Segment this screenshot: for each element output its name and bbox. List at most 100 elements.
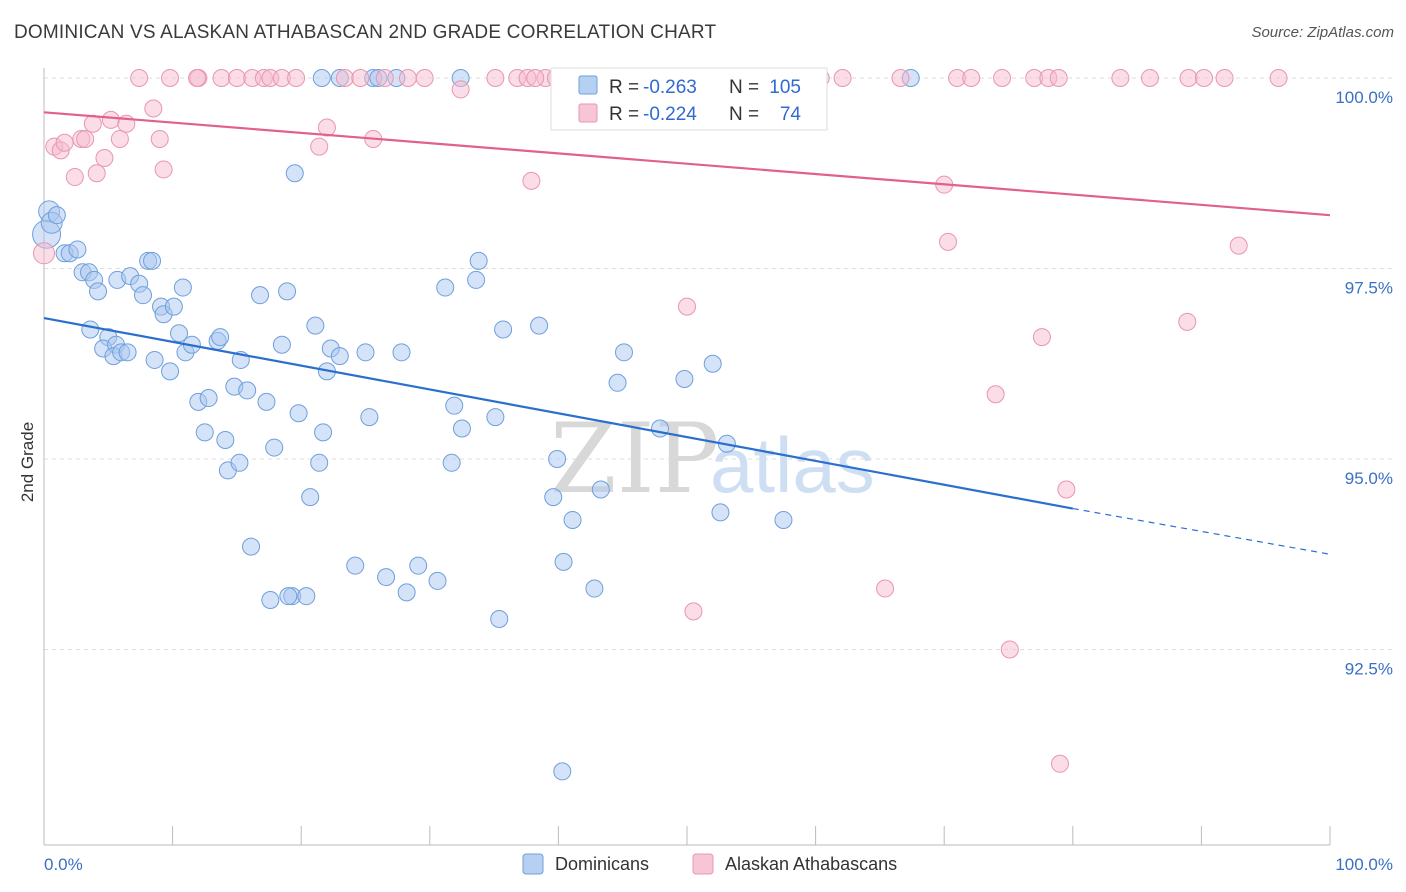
dominican-point-72 [442,453,461,472]
y-tick-label-3: 100.0% [1335,88,1393,107]
alaskan-athabascan-point-6 [76,129,95,148]
dominican-point-92 [703,354,722,373]
bottom-legend-label-alaskan-athabascans: Alaskan Athabascans [725,854,897,874]
alaskan-athabascan-point-19 [317,118,336,137]
dominican-point-89 [614,343,633,362]
alaskan-athabascan-point-29 [939,232,958,251]
dominican-point-28 [164,297,183,316]
alaskan-athabascan-point-69 [1140,69,1159,87]
trendlines [43,111,1331,555]
alaskan-athabascan-point-73 [1269,69,1288,87]
alaskan-athabascan-point-0 [33,242,55,265]
alaskan-athabascan-point-15 [154,160,173,179]
dominican-point-63 [346,556,365,575]
alaskan-athabascan-point-11 [110,129,129,148]
dominican-point-45 [251,286,270,305]
dominican-point-48 [261,590,280,609]
chart-title: DOMINICAN VS ALASKAN ATHABASCAN 2ND GRAD… [14,22,717,43]
bottom-legend-swatch-alaskan-athabascans [692,853,714,875]
axes [43,68,1331,846]
alaskan-athabascan-point-26 [684,602,703,621]
y-tick-label-1: 95.0% [1345,469,1393,488]
dominican-point-55 [297,587,316,606]
dominican-point-85 [563,510,582,529]
alaskan-athabascan-point-64 [993,69,1012,87]
legend-r-value-dominicans: -0.263 [643,77,697,98]
dominican-point-65 [360,408,379,427]
dominican-point-11 [81,320,100,339]
dominican-point-80 [530,316,549,335]
dominican-point-49 [272,335,291,354]
dominican-point-31 [173,278,192,297]
alaskan-athabascan-point-8 [87,164,106,183]
inset-legend: R = -0.263 N = 105 R = -0.224 N = 74 [550,67,828,131]
alaskan-athabascan-point-34 [1050,754,1069,773]
dominican-point-57 [306,316,325,335]
alaskan-athabascan-point-31 [1000,640,1019,659]
alaskan-athabascan-point-70 [1179,69,1198,87]
alaskan-athabascan-point-18 [310,137,329,156]
dominican-point-91 [675,369,694,388]
dominican-point-35 [195,423,214,442]
legend-r-label-alaskan-athabascans: R = [609,104,639,125]
alaskan-athabascan-point-68 [1111,69,1130,87]
alaskan-athabascan-point-25 [678,297,696,316]
y-tick-label-2: 97.5% [1345,279,1393,298]
dominican-point-68 [397,583,416,602]
dominican-point-66 [377,568,396,587]
alaskan-athabascan-point-32 [1032,328,1051,347]
dominican-point-37 [211,328,230,347]
dominican-point-64 [356,343,375,362]
alaskan-athabascan-point-60 [833,69,852,87]
alaskan-athabascans-points [33,69,1288,773]
dominican-point-23 [143,251,162,270]
legend-n-label-alaskan-athabascans: N = [729,104,759,125]
alaskan-athabascan-point-46 [335,69,354,87]
alaskan-athabascan-point-53 [526,69,545,87]
alaskan-athabascan-point-67 [1049,69,1068,87]
dominican-point-52 [279,587,298,606]
alaskan-athabascan-point-35 [1178,312,1197,331]
alaskan-athabascan-point-47 [351,69,370,87]
alaskan-athabascans-trendline [43,111,1331,217]
dominican-point-34 [199,389,218,408]
dominican-point-96 [312,69,331,87]
dominicans-trendline [43,316,1074,510]
alaskan-athabascan-point-30 [986,385,1005,404]
dominican-point-24 [145,350,164,369]
y-axis-title: 2nd Grade [18,422,37,502]
dominican-point-3 [47,206,66,225]
alaskan-athabascan-point-40 [227,69,246,87]
x-tick-label-1: 100.0% [1335,855,1393,874]
bottom-legend-swatch-dominicans [522,853,544,875]
legend-n-value-alaskan-athabascans: 74 [780,104,802,125]
dominican-point-27 [161,362,180,381]
chart-source: Source: ZipAtlas.com [1251,24,1394,41]
legend-swatch-alaskan-athabascans [578,103,598,123]
alaskan-athabascan-point-61 [891,69,910,87]
legend-n-value-dominicans: 105 [769,77,801,98]
alaskan-athabascan-point-3 [55,133,74,152]
dominican-point-17 [118,343,137,362]
bottom-legend: Dominicans Alaskan Athabascans [522,853,897,875]
dominican-point-54 [289,404,308,423]
alaskan-athabascan-point-33 [1057,480,1076,499]
dominican-point-41 [230,453,249,472]
y-tick-label-0: 92.5% [1345,660,1393,679]
alaskan-athabascan-point-22 [486,69,505,87]
alaskan-athabascan-point-10 [101,110,120,129]
alaskan-athabascan-point-36 [1229,236,1248,255]
dominican-point-56 [301,488,320,507]
dominican-point-58 [310,453,329,472]
dominican-point-38 [216,430,235,449]
alaskan-athabascan-point-13 [144,99,163,118]
dominican-point-47 [265,438,284,457]
dominican-point-78 [490,610,509,629]
dominican-point-59 [314,423,333,442]
dominican-point-93 [711,503,730,522]
dominican-point-6 [68,240,87,259]
dominican-point-21 [134,286,153,305]
alaskan-athabascan-point-48 [375,69,394,87]
alaskan-athabascan-point-14 [150,129,169,148]
